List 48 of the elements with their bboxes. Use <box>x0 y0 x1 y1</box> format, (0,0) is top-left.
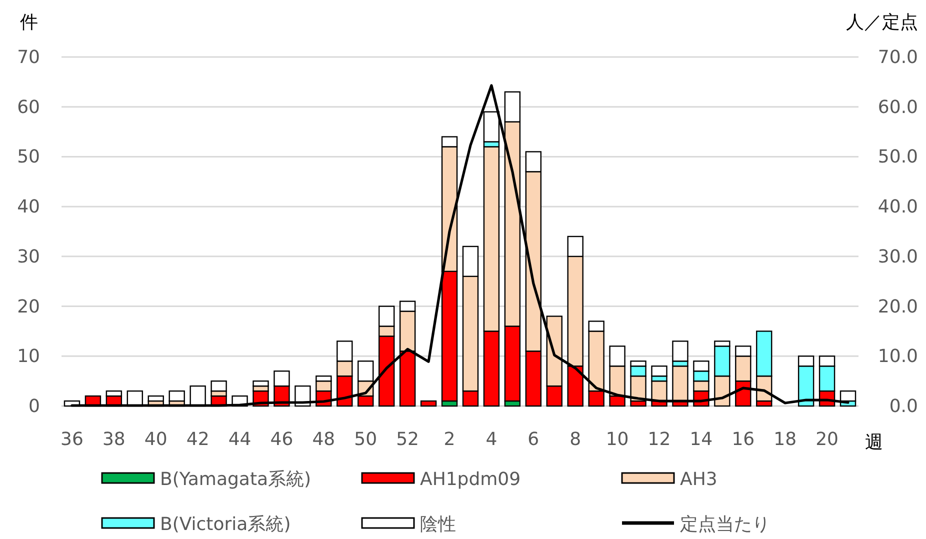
legend-label: B(Victoria系統) <box>160 514 291 535</box>
y-tick-label: 20 <box>17 296 40 318</box>
legend-label: B(Yamagata系統) <box>160 469 312 490</box>
x-tick-label: 4 <box>486 429 498 450</box>
y-tick-label: 70 <box>17 47 40 68</box>
x-tick-label: 20 <box>816 429 838 450</box>
bar <box>420 400 437 407</box>
y2-tick-label: 70.0 <box>878 47 918 68</box>
x-tick-label: 48 <box>312 429 336 450</box>
y2-tick-label: 40.0 <box>878 196 918 218</box>
x-tick-label: 18 <box>774 429 797 450</box>
x-tick-label: 44 <box>228 429 252 450</box>
y2-axis-title: 人／定点 <box>846 12 918 33</box>
y2-tick-label: 0.0 <box>889 396 918 417</box>
y-tick-label: 60 <box>17 96 40 118</box>
y-axis-title: 件 <box>20 12 38 33</box>
y-tick-label: 50 <box>17 146 40 168</box>
x-tick-label: 16 <box>732 429 755 450</box>
x-axis-title: 週 <box>865 432 883 453</box>
x-tick-label: 8 <box>570 429 582 450</box>
x-tick-label: 14 <box>690 429 713 450</box>
y2-tick-label: 20.0 <box>878 296 918 318</box>
legend-label: AH3 <box>680 469 718 490</box>
legend-label: 陰性 <box>420 514 456 535</box>
y2-tick-label: 50.0 <box>878 146 918 168</box>
y-tick-label: 40 <box>17 196 40 218</box>
x-tick-label: 46 <box>270 429 294 450</box>
x-tick-label: 50 <box>354 429 378 450</box>
x-tick-label: 2 <box>444 429 456 450</box>
x-tick-label: 40 <box>144 429 168 450</box>
y2-tick-label: 30.0 <box>878 246 918 268</box>
x-tick-label: 12 <box>648 429 671 450</box>
x-tick-label: 38 <box>102 429 126 450</box>
y2-tick-label: 10.0 <box>878 346 918 368</box>
bar <box>148 395 164 402</box>
y-tick-label: 0 <box>28 396 40 417</box>
x-tick-label: 6 <box>528 429 540 450</box>
y2-tick-label: 60.0 <box>878 96 918 118</box>
bar <box>168 390 185 402</box>
x-tick-label: 42 <box>186 429 210 450</box>
legend-label: 定点当たり <box>680 514 770 535</box>
bar <box>672 366 688 402</box>
y-tick-label: 10 <box>17 346 40 368</box>
y-tick-label: 30 <box>17 246 40 268</box>
x-tick-label: 52 <box>396 429 420 450</box>
x-tick-label: 36 <box>60 429 84 450</box>
legend-label: AH1pdm09 <box>420 469 521 490</box>
x-tick-label: 10 <box>606 429 629 450</box>
